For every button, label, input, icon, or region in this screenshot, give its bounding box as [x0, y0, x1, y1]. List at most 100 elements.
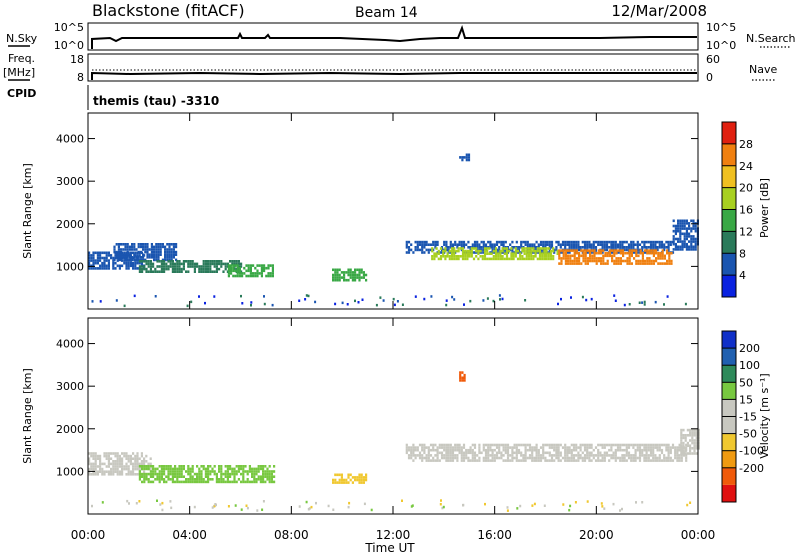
- power-region: [113, 243, 178, 262]
- x-tick-label: 20:00: [579, 528, 614, 542]
- velocity-region: [405, 443, 688, 462]
- power-colorbar-tick-label: 24: [739, 160, 753, 173]
- x-tick-label: 08:00: [274, 528, 309, 542]
- nave-tick-top: 60: [706, 53, 720, 66]
- power-colorbar-swatch: [722, 122, 736, 144]
- velocity-colorbar-swatch: [722, 433, 736, 451]
- y-tick-label: 3000: [56, 380, 84, 393]
- power-colorbar-swatch: [722, 187, 736, 210]
- velocity-region: [138, 465, 276, 484]
- velocity-colorbar-tick-label: -50: [739, 428, 757, 441]
- velocity-colorbar-swatch: [722, 450, 736, 468]
- nsky-label: N.Sky: [6, 32, 38, 45]
- time-tick-labels: 00:00 04:00 08:00 12:00 16:00 20:00 00:00: [71, 528, 716, 542]
- power-colorbar-tick-label: 4: [739, 269, 746, 282]
- nave-label: Nave: [749, 63, 777, 76]
- velocity-region: [88, 452, 152, 476]
- y-tick-label: 1000: [56, 260, 84, 273]
- nsky-trace: [91, 24, 697, 49]
- velocity-colorbar-tick-label: -200: [739, 462, 764, 475]
- nsky-tick-top-left: 10^5: [54, 21, 84, 34]
- velocity-colorbar-label: Velocity [m s⁻¹]: [758, 373, 771, 458]
- velocity-colorbar-swatch: [722, 484, 736, 502]
- power-region: [459, 153, 471, 162]
- freq-label-2: [MHz]: [3, 66, 35, 79]
- x-axis-label: Time UT: [364, 541, 415, 554]
- velocity-colorbar-swatch: [722, 382, 736, 400]
- power-colorbar-swatch: [722, 253, 736, 276]
- nsky-tick-top-right: 10^5: [706, 21, 736, 34]
- x-tick-label: 12:00: [376, 528, 411, 542]
- power-colorbar-swatch: [722, 231, 736, 254]
- velocity-xticks: [87, 318, 699, 514]
- velocity-frame: [87, 317, 699, 515]
- y-tick-label: 3000: [56, 175, 84, 188]
- y-tick-label: 4000: [56, 133, 84, 146]
- y-tick-label: 4000: [56, 338, 84, 351]
- velocity-colorbar-swatch: [722, 416, 736, 434]
- power-colorbar-tick-label: 28: [739, 138, 753, 151]
- power-frame: [87, 112, 699, 310]
- velocity-colorbar-tick-label: -15: [739, 411, 757, 424]
- power-colorbar-swatch: [722, 275, 736, 297]
- velocity-yticks: 1000 2000 3000 4000: [56, 338, 698, 478]
- velocity-ylabel: Slant Range [km]: [21, 368, 34, 464]
- velocity-region: [332, 473, 368, 484]
- x-tick-label: 00:00: [71, 528, 106, 542]
- power-region: [431, 247, 559, 261]
- station-title: Blackstone (fitACF): [92, 1, 245, 20]
- power-colorbar-label: Power [dB]: [758, 178, 771, 238]
- velocity-ground-scatter: [91, 499, 692, 512]
- nave-tick-bottom: 0: [706, 71, 713, 84]
- velocity-colorbar-swatch: [722, 399, 736, 417]
- x-tick-label: 00:00: [681, 528, 716, 542]
- velocity-colorbar-swatch: [722, 331, 736, 349]
- power-region: [227, 264, 274, 278]
- power-colorbar-tick-label: 8: [739, 247, 746, 260]
- power-colorbar-tick-label: 12: [739, 225, 753, 238]
- y-tick-label: 1000: [56, 465, 84, 478]
- power-ground-scatter: [91, 294, 687, 308]
- power-xticks: [87, 113, 699, 309]
- velocity-panel: 1000 2000 3000 4000 Slant Range [km] 200 100…: [21, 317, 771, 515]
- velocity-region: [459, 371, 466, 382]
- nsearch-label: N.Search: [746, 32, 796, 45]
- velocity-colorbar-tick-label: -100: [739, 445, 764, 458]
- power-region: [332, 268, 368, 282]
- velocity-colorbar-swatch: [722, 365, 736, 383]
- power-region: [138, 260, 243, 273]
- velocity-colorbar: 200 100 50 15 -15 -50 -100 -200: [721, 330, 764, 503]
- nsky-tick-bottom-right: 10^0: [706, 39, 736, 52]
- nsky-tick-bottom-left: 10^0: [54, 39, 84, 52]
- nsky-panel: N.Sky 10^5 10^0 10^5 10^0 N.Search: [6, 21, 796, 52]
- power-ylabel: Slant Range [km]: [21, 163, 34, 259]
- cpid-value: themis (tau) -3310: [93, 94, 219, 108]
- velocity-colorbar-swatch: [722, 467, 736, 485]
- velocity-colorbar-swatch: [722, 348, 736, 366]
- cpid-label: CPID: [7, 87, 36, 100]
- power-colorbar-tick-label: 20: [739, 182, 753, 195]
- power-colorbar-swatch: [722, 209, 736, 232]
- velocity-colorbar-tick-label: 15: [739, 393, 753, 406]
- power-colorbar-tick-label: 16: [739, 204, 753, 217]
- freq-panel: Freq. [MHz] 18 8 60 0 Nave: [3, 52, 777, 84]
- power-panel: 1000 2000 3000 4000 Slant Range [km] 4 8 12 16…: [21, 112, 771, 310]
- velocity-colorbar-tick-label: 200: [739, 342, 760, 355]
- freq-label-1: Freq.: [8, 52, 35, 65]
- velocity-colorbar-tick-label: 100: [739, 359, 760, 372]
- date-title: 12/Mar/2008: [611, 2, 707, 20]
- velocity-colorbar-tick-label: 50: [739, 376, 753, 389]
- power-colorbar-swatch: [722, 165, 736, 188]
- y-tick-label: 2000: [56, 423, 84, 436]
- power-region: [558, 249, 673, 265]
- freq-tick-top: 18: [70, 53, 84, 66]
- power-data: [88, 153, 699, 308]
- velocity-region: [680, 428, 700, 455]
- x-tick-label: 04:00: [172, 528, 207, 542]
- power-yticks: 1000 2000 3000 4000: [56, 133, 698, 273]
- x-tick-label: 16:00: [477, 528, 512, 542]
- velocity-data: [88, 371, 700, 512]
- power-colorbar: 4 8 12 16 20 24 28: [721, 121, 753, 298]
- freq-tick-bottom: 8: [77, 71, 84, 84]
